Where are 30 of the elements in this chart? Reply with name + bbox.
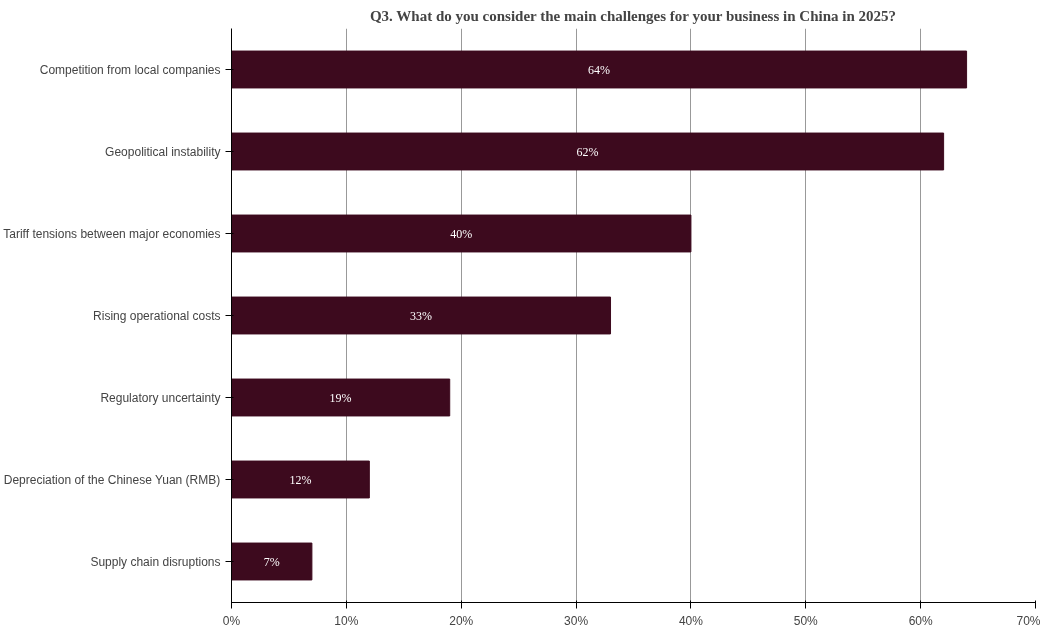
- y-tick-label: Depreciation of the Chinese Yuan (RMB): [3, 472, 221, 487]
- y-tick-label: Tariff tensions between major economies: [3, 226, 221, 241]
- bar: [231, 460, 370, 499]
- x-tick-label: 50%: [793, 613, 819, 628]
- bar: [231, 378, 451, 417]
- data-label: 64%: [588, 62, 611, 77]
- bar: [231, 214, 692, 253]
- x-tick-label: 0%: [222, 613, 241, 628]
- bar: [231, 50, 968, 89]
- y-tick-label: Supply chain disruptions: [90, 554, 221, 569]
- y-tick-label: Competition from local companies: [39, 62, 221, 77]
- data-label: 12%: [289, 472, 312, 487]
- x-tick-label: 40%: [678, 613, 704, 628]
- x-tick-label: 10%: [334, 613, 359, 628]
- data-label: 19%: [329, 390, 352, 405]
- bar: [231, 542, 313, 581]
- chart-title: Q3. What do you consider the main challenges for your business in China in 2025?: [369, 7, 896, 24]
- y-tick-label: Regulatory uncertainty: [100, 390, 221, 405]
- data-label: 7%: [263, 554, 280, 569]
- x-tick-label: 30%: [564, 613, 589, 628]
- data-label: 33%: [410, 308, 433, 323]
- y-tick-label: Rising operational costs: [93, 308, 221, 323]
- data-label: 62%: [576, 144, 599, 159]
- x-tick-label: 60%: [908, 613, 933, 628]
- bar: [231, 132, 945, 171]
- bar: [231, 296, 612, 335]
- x-tick-label: 70%: [1016, 613, 1041, 628]
- x-tick-label: 20%: [449, 613, 474, 628]
- data-label: 40%: [450, 226, 473, 241]
- y-tick-label: Geopolitical instability: [105, 144, 221, 159]
